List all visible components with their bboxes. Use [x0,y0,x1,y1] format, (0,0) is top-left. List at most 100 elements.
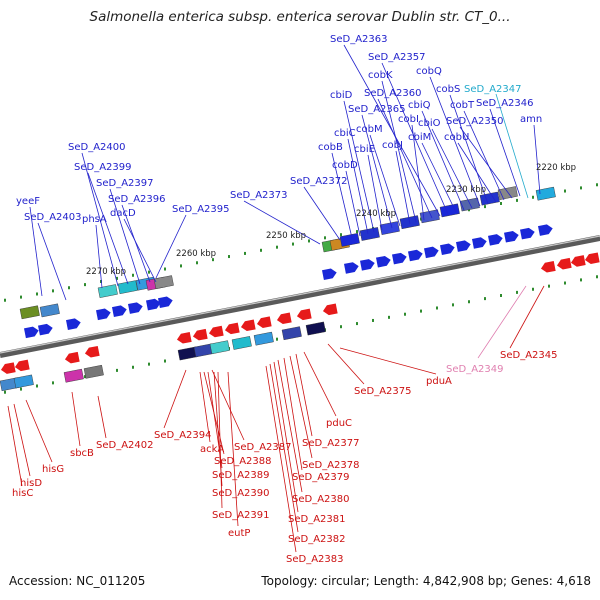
forward-gene-label: SeD_A2350 [446,116,504,127]
forward-leader-line [37,222,67,301]
upper-feature-block [339,233,360,247]
forward-leader-line [377,98,433,219]
forward-gene-label: SeD_A2403 [24,212,82,223]
position-tick-label: 2260 kbp [176,249,216,259]
forward-leader-line [123,218,157,283]
forward-gene-label: cbiQ [408,100,431,111]
forward-gene-arrow [456,240,471,252]
lower-tick-mark [532,287,534,291]
forward-leader-line [457,142,497,203]
forward-leader-line [381,62,449,215]
reverse-gene-label: pduA [426,376,452,387]
forward-gene-label: amn [520,114,542,125]
reverse-gene-arrow [0,362,16,374]
forward-gene-arrow [128,302,143,314]
lower-tick-mark [4,390,6,394]
forward-gene-label: SeD_A2395 [172,204,230,215]
lower-tick-mark [276,337,278,341]
reverse-leader-line [289,355,313,459]
reverse-leader-line [227,371,239,527]
lower-feature-block [305,321,326,336]
reverse-gene-arrow [240,319,256,332]
upper-tick-mark [532,195,534,199]
upper-tick-mark [500,202,502,205]
reverse-gene-label: SeD_A2389 [212,470,270,481]
forward-gene-label: cobD [332,160,358,171]
forward-leader-line [345,170,361,237]
reverse-gene-arrow [176,332,192,344]
reverse-gene-arrow [224,322,240,335]
forward-gene-label: cobQ [416,66,442,77]
accession-text: Accession: NC_011205 [9,574,146,588]
forward-gene-label: cbiM [408,132,431,143]
reverse-leader-line [273,361,299,513]
lower-tick-mark [580,278,582,282]
lower-tick-mark [388,315,390,319]
forward-leader-line [347,138,369,235]
upper-feature-block [97,284,118,298]
lower-tick-mark [148,362,150,366]
forward-gene-label: yeeF [16,196,40,207]
upper-tick-mark [180,264,182,268]
forward-gene-arrow [344,262,359,274]
reverse-leader-line [71,391,81,447]
lower-tick-mark [52,381,54,385]
forward-gene-arrow [472,237,487,249]
forward-gene-arrow [520,227,535,240]
upper-tick-mark [132,273,134,277]
forward-gene-arrow [24,326,39,339]
lower-feature-block [209,340,230,355]
forward-gene-arrow [538,224,553,236]
forward-gene-arrow [322,268,337,281]
upper-tick-mark [356,230,358,234]
position-tick-label: 2250 kbp [266,231,306,241]
reverse-gene-label: hisC [12,488,33,499]
upper-tick-mark [340,233,342,237]
forward-gene-label: cbiE [354,144,375,155]
forward-leader-line [489,108,521,197]
reverse-leader-line [327,343,365,385]
reverse-gene-label: SeD_A2378 [302,460,360,471]
reverse-gene-label: sbcB [70,448,94,459]
lower-tick-mark [516,290,518,294]
lower-tick-mark [452,303,454,307]
reverse-gene-label: SeD_A2377 [302,438,360,449]
upper-tick-mark [564,189,566,193]
lower-tick-mark [436,306,438,310]
upper-tick-mark [516,198,518,202]
forward-gene-label: SeD_A2373 [230,190,288,201]
forward-leader-line [361,114,393,229]
forward-gene-label: SeD_A2399 [74,162,132,173]
lower-tick-mark [484,297,486,301]
forward-gene-label: SeD_A2400 [68,142,126,153]
forward-gene-label: SeD_A2346 [476,98,534,109]
reverse-gene-arrow [276,312,292,325]
reverse-gene-arrow [296,308,312,321]
forward-leader-line [459,126,513,199]
reverse-gene-arrow [556,257,572,270]
reverse-gene-label: SeD_A2379 [292,472,350,483]
lower-tick-mark [420,309,422,313]
upper-tick-mark [52,289,54,293]
reverse-leader-line [283,357,303,471]
lower-tick-mark [596,275,598,279]
forward-leader-line [343,44,441,217]
forward-leader-line [369,134,401,227]
forward-gene-label: SeD_A2397 [96,178,154,189]
forward-gene-arrow [158,296,173,309]
forward-leader-line [29,206,43,297]
reverse-leader-line [303,351,337,417]
reverse-gene-label: SeD_A2382 [288,534,346,545]
upper-tick-mark [324,236,326,240]
lower-tick-mark [564,281,566,285]
forward-gene-label: SeD_A2396 [108,194,166,205]
lower-tick-mark [84,375,86,379]
forward-leader-line [463,110,505,201]
reverse-gene-label: ackA [200,444,224,455]
forward-leader-line [331,152,353,239]
reverse-gene-arrow [256,316,272,328]
reverse-leader-line [7,405,23,487]
position-tick-label: 2220 kbp [536,163,576,173]
forward-gene-arrow [360,259,375,271]
lower-tick-mark [404,312,406,316]
